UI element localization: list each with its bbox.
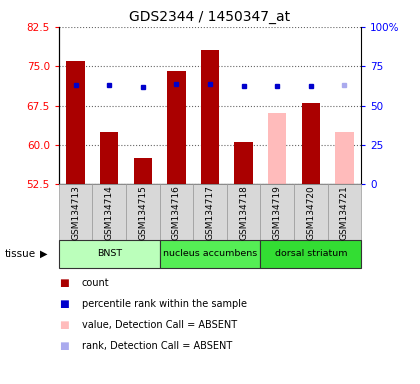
Text: GSM134719: GSM134719 [273,185,282,240]
Text: BNST: BNST [97,249,122,258]
Text: ▶: ▶ [40,249,47,259]
Text: GSM134720: GSM134720 [306,185,315,240]
Text: ■: ■ [59,299,68,309]
Text: ■: ■ [59,278,68,288]
Text: GSM134718: GSM134718 [239,185,248,240]
Text: percentile rank within the sample: percentile rank within the sample [82,299,247,309]
Bar [335,132,354,184]
Text: GSM134721: GSM134721 [340,185,349,240]
Bar [134,158,152,184]
Text: GSM134715: GSM134715 [138,185,147,240]
Bar [302,103,320,184]
Text: tissue: tissue [4,249,35,259]
Bar [100,132,118,184]
Text: GSM134717: GSM134717 [205,185,215,240]
Text: rank, Detection Call = ABSENT: rank, Detection Call = ABSENT [82,341,232,351]
Bar [167,71,186,184]
Title: GDS2344 / 1450347_at: GDS2344 / 1450347_at [129,10,291,25]
Text: GSM134714: GSM134714 [105,185,114,240]
Text: dorsal striatum: dorsal striatum [275,249,347,258]
Bar [201,50,219,184]
Text: ■: ■ [59,341,68,351]
Bar [268,113,286,184]
Bar [66,61,85,184]
Text: nucleus accumbens: nucleus accumbens [163,249,257,258]
Text: ■: ■ [59,320,68,330]
Text: GSM134716: GSM134716 [172,185,181,240]
Text: GSM134713: GSM134713 [71,185,80,240]
Text: value, Detection Call = ABSENT: value, Detection Call = ABSENT [82,320,237,330]
Bar [234,142,253,184]
Text: count: count [82,278,110,288]
